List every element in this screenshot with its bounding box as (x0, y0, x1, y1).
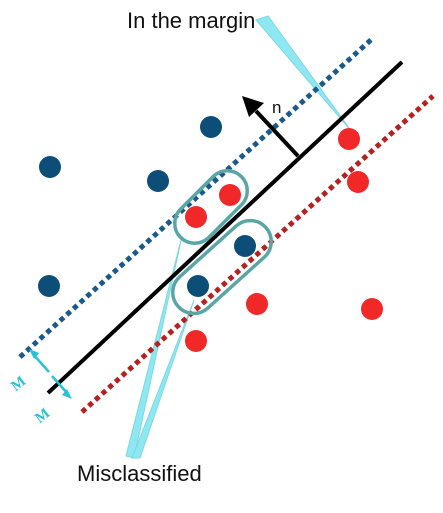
misclassified-label: Misclassified (77, 461, 202, 486)
decision-boundary (46, 60, 404, 395)
red-margin-line (80, 94, 435, 414)
red-point (185, 330, 207, 352)
blue-class-points (38, 116, 256, 297)
blue-point (147, 170, 169, 192)
misclassified-highlight-1 (172, 168, 250, 246)
red-point (347, 171, 369, 193)
red-point-misclassified (185, 206, 207, 228)
red-point-in-margin (338, 128, 360, 150)
blue-margin-line (18, 36, 375, 359)
red-point (219, 184, 241, 206)
blue-point (39, 156, 61, 178)
misclassified-callout-pointer-2 (131, 299, 195, 459)
blue-point (200, 116, 222, 138)
blue-point-misclassified (234, 235, 256, 257)
blue-point (38, 275, 60, 297)
in-margin-label: In the margin (127, 8, 256, 33)
normal-vector-stem (254, 109, 300, 158)
misclassified-highlight-2 (171, 218, 273, 316)
normal-vector-label: n (272, 98, 282, 117)
misclassified-callout-pointer-1 (125, 235, 183, 459)
in-margin-callout-pointer (255, 15, 353, 133)
red-point (361, 298, 383, 320)
red-point (246, 293, 268, 315)
normal-vector-arrowhead (242, 96, 264, 117)
blue-point (187, 275, 209, 297)
red-class-points (185, 128, 383, 352)
margin-width-arrows (29, 349, 72, 399)
